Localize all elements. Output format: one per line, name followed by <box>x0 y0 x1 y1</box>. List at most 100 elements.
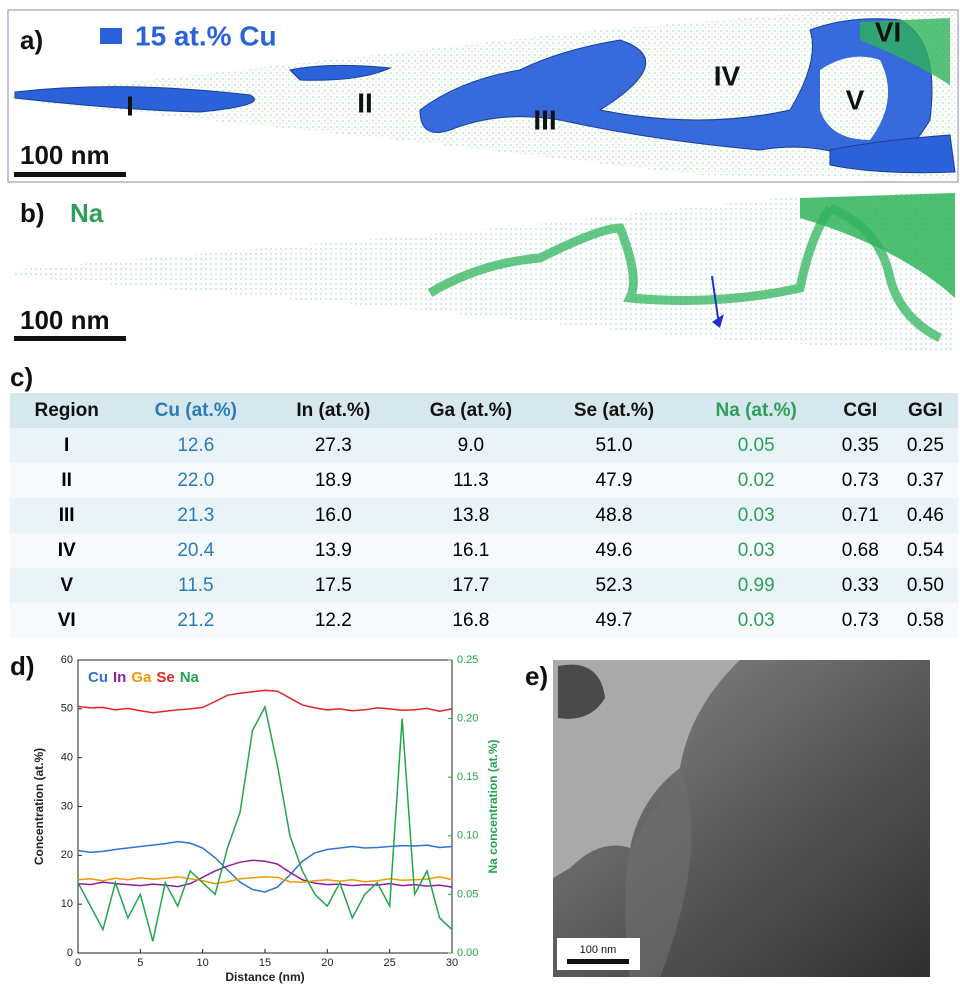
legend-text: 15 at.% Cu <box>135 20 277 51</box>
table-cell: 21.3 <box>123 498 268 533</box>
y-tick-label: 0 <box>67 947 73 959</box>
region-label: V <box>846 84 865 115</box>
column-header: Region <box>10 393 123 428</box>
table-cell: 17.5 <box>268 568 398 603</box>
x-tick-label: 15 <box>259 957 271 969</box>
table-cell: 0.58 <box>893 603 958 638</box>
table-cell: VI <box>10 603 123 638</box>
panel-label: e) <box>525 661 548 691</box>
y2-tick-label: 0.20 <box>457 713 478 725</box>
table-cell: 12.6 <box>123 428 268 463</box>
x-tick-label: 0 <box>75 957 81 969</box>
table-cell: 16.1 <box>398 533 543 568</box>
table-cell: 16.0 <box>268 498 398 533</box>
y2-tick-label: 0.25 <box>457 654 478 666</box>
x-tick-label: 10 <box>197 957 209 969</box>
x-tick-label: 20 <box>321 957 333 969</box>
panel-e: e) 100 nm <box>510 648 930 983</box>
table-cell: 27.3 <box>268 428 398 463</box>
region-label: IV <box>714 60 741 91</box>
table-cell: II <box>10 463 123 498</box>
table-cell: 0.33 <box>828 568 893 603</box>
table-cell: 17.7 <box>398 568 543 603</box>
y2-tick-label: 0.05 <box>457 888 478 900</box>
panel-label: c) <box>10 362 33 392</box>
region-label: VI <box>875 16 901 47</box>
table-cell: 0.54 <box>893 533 958 568</box>
panel-label: b) <box>20 198 45 228</box>
table-cell: 0.68 <box>828 533 893 568</box>
x-tick-label: 5 <box>137 957 143 969</box>
column-header: In (at.%) <box>268 393 398 428</box>
table-cell: 13.8 <box>398 498 543 533</box>
y2-axis-label: Na concentration (at.%) <box>486 739 500 873</box>
series-line <box>78 860 452 887</box>
table-cell: 20.4 <box>123 533 268 568</box>
y-tick-label: 20 <box>61 849 73 861</box>
table-cell: 16.8 <box>398 603 543 638</box>
panel-c: c) <box>0 361 60 395</box>
table-cell: 11.3 <box>398 463 543 498</box>
element-label: Na <box>70 198 104 228</box>
y2-tick-label: 0.00 <box>457 947 478 959</box>
table-cell: 0.03 <box>685 603 828 638</box>
figure: {"panels": { "a": {"label": "a)", "legen… <box>0 0 960 993</box>
panel-b: b) Na 100 nm <box>0 188 960 358</box>
column-header: Na (at.%) <box>685 393 828 428</box>
panel-a: a) 15 at.% Cu I II III IV V VI 100 nm <box>0 0 960 185</box>
table-cell: 9.0 <box>398 428 543 463</box>
table-cell: III <box>10 498 123 533</box>
column-header: Cu (at.%) <box>123 393 268 428</box>
table-cell: 49.7 <box>543 603 684 638</box>
table-cell: 18.9 <box>268 463 398 498</box>
table-cell: 48.8 <box>543 498 684 533</box>
table-cell: 22.0 <box>123 463 268 498</box>
y2-tick-label: 0.10 <box>457 830 478 842</box>
region-label: III <box>533 104 556 135</box>
scale-bar-label: 100 nm <box>580 944 617 956</box>
legend-entry: Na <box>180 669 200 686</box>
scale-bar-label: 100 nm <box>20 305 110 335</box>
table-cell: IV <box>10 533 123 568</box>
table-cell: 0.02 <box>685 463 828 498</box>
legend-entry: Ga <box>131 669 152 686</box>
series-line <box>78 707 452 941</box>
table-cell: 0.73 <box>828 463 893 498</box>
legend-entry: In <box>113 669 126 686</box>
table-cell: 12.2 <box>268 603 398 638</box>
column-header: GGI <box>893 393 958 428</box>
table-cell: 51.0 <box>543 428 684 463</box>
legend-entry: Se <box>156 669 174 686</box>
table-cell: 52.3 <box>543 568 684 603</box>
y-tick-label: 10 <box>61 898 73 910</box>
y-axis-label: Concentration (at.%) <box>32 748 46 865</box>
table-cell: 0.35 <box>828 428 893 463</box>
column-header: Ga (at.%) <box>398 393 543 428</box>
series-line <box>78 877 452 884</box>
table-cell: 0.03 <box>685 498 828 533</box>
x-tick-label: 25 <box>384 957 396 969</box>
table-cell: V <box>10 568 123 603</box>
scale-bar <box>14 172 126 177</box>
panel-label: d) <box>10 651 35 681</box>
table-cell: 0.03 <box>685 533 828 568</box>
table-cell: 0.46 <box>893 498 958 533</box>
column-header: Se (at.%) <box>543 393 684 428</box>
table-cell: I <box>10 428 123 463</box>
table-cell: 13.9 <box>268 533 398 568</box>
region-label: II <box>357 87 373 118</box>
scale-bar-label: 100 nm <box>20 140 110 170</box>
table-cell: 0.05 <box>685 428 828 463</box>
table-cell: 11.5 <box>123 568 268 603</box>
y-tick-label: 40 <box>61 752 73 764</box>
table-cell: 47.9 <box>543 463 684 498</box>
table-cell: 21.2 <box>123 603 268 638</box>
region-label: I <box>126 90 134 121</box>
